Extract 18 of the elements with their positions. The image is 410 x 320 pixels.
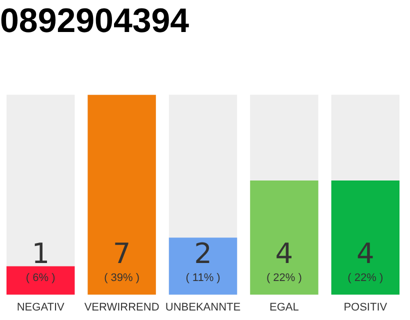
x-tick-label: POSITIV — [344, 301, 388, 314]
x-tick-label: UNBEKANNTE — [165, 301, 241, 314]
annotation: ( 39% ) — [104, 272, 140, 284]
data-label: 4 — [275, 236, 294, 270]
bar — [6, 266, 75, 295]
chart-title: 0892904394 — [0, 2, 190, 40]
data-label: 1 — [32, 236, 50, 270]
annotation: ( 22% ) — [348, 272, 384, 284]
data-label: 2 — [194, 236, 212, 270]
bar — [168, 238, 238, 295]
annotation: ( 11% ) — [186, 272, 220, 284]
x-tick-label: EGAL — [270, 301, 299, 314]
data-label: 4 — [356, 236, 374, 270]
annotation: ( 22% ) — [266, 272, 302, 284]
x-tick-label: NEGATIV — [16, 301, 65, 314]
x-tick-label: VERWIRREND — [84, 301, 160, 314]
data-label: 7 — [112, 236, 131, 270]
annotation: ( 6% ) — [26, 272, 56, 284]
